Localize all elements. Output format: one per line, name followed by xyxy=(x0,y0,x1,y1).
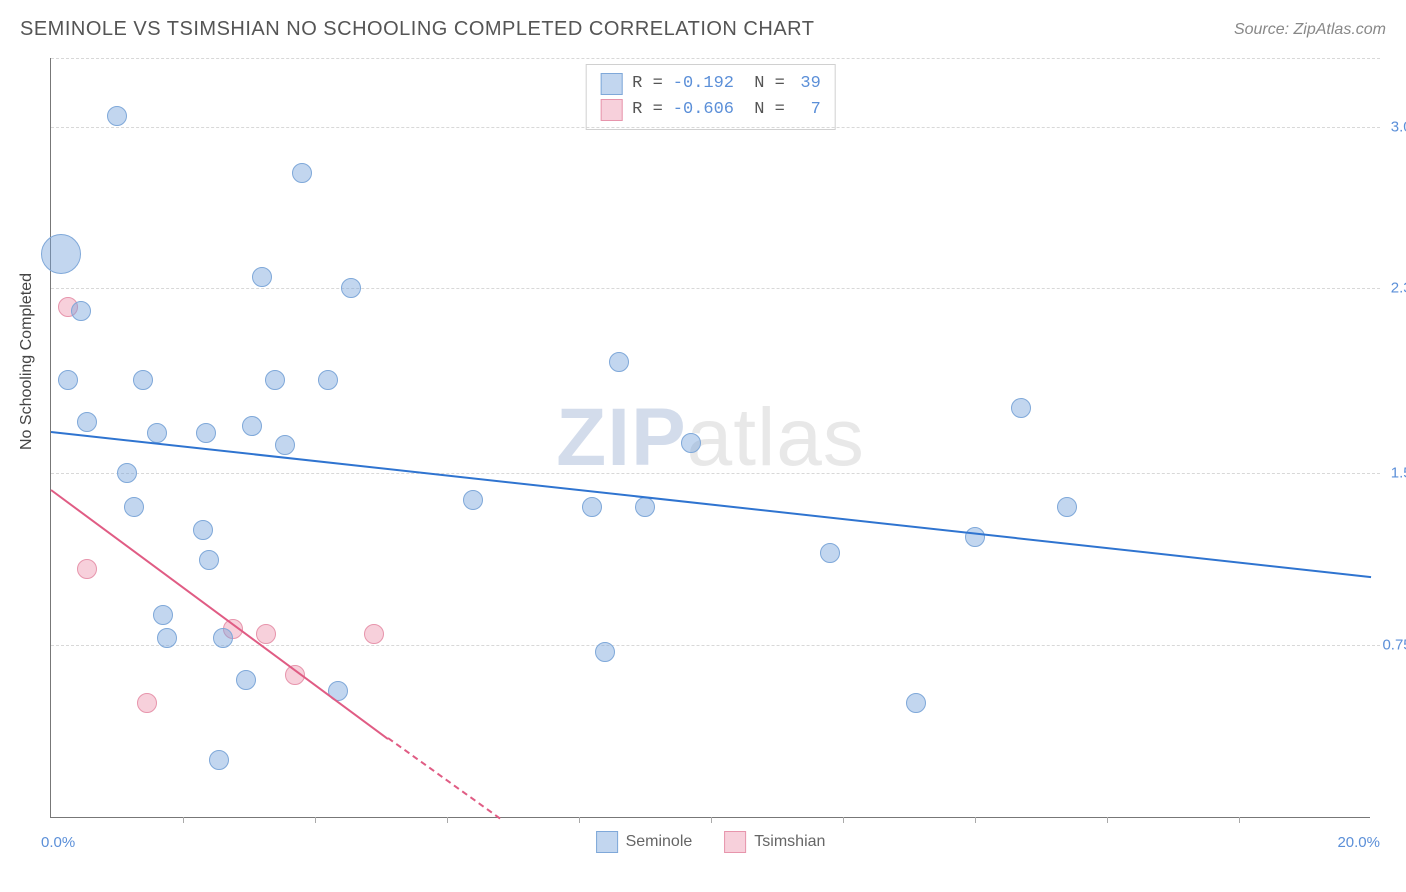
stats-r-label: R = xyxy=(632,71,663,97)
stats-box: R = -0.192 N = 39 R = -0.606 N = 7 xyxy=(585,64,836,130)
swatch-seminole xyxy=(596,831,618,853)
data-point-seminole xyxy=(133,370,153,390)
data-point-seminole xyxy=(1011,398,1031,418)
watermark-rest: atlas xyxy=(687,392,865,483)
data-point-seminole xyxy=(820,543,840,563)
data-point-seminole xyxy=(275,435,295,455)
x-tick-mark xyxy=(975,817,976,823)
gridline xyxy=(51,288,1380,289)
stats-row-seminole: R = -0.192 N = 39 xyxy=(600,71,821,97)
x-tick-mark xyxy=(1239,817,1240,823)
data-point-seminole xyxy=(252,267,272,287)
data-point-seminole xyxy=(681,433,701,453)
data-point-seminole xyxy=(58,370,78,390)
data-point-seminole xyxy=(906,693,926,713)
gridline xyxy=(51,127,1380,128)
stats-n-value: 7 xyxy=(795,97,821,123)
data-point-tsimshian xyxy=(137,693,157,713)
data-point-seminole xyxy=(196,423,216,443)
legend-item-seminole: Seminole xyxy=(596,831,693,853)
y-tick-label: 3.0% xyxy=(1377,119,1406,136)
x-tick-mark xyxy=(447,817,448,823)
x-tick-mark xyxy=(183,817,184,823)
data-point-seminole xyxy=(341,278,361,298)
trend-line xyxy=(387,738,500,820)
chart-title: SEMINOLE VS TSIMSHIAN NO SCHOOLING COMPL… xyxy=(20,18,814,41)
data-point-seminole xyxy=(236,670,256,690)
data-point-seminole xyxy=(157,628,177,648)
stats-n-label: N = xyxy=(744,71,785,97)
watermark-bold: ZIP xyxy=(556,392,687,483)
data-point-seminole xyxy=(595,642,615,662)
data-point-seminole xyxy=(213,628,233,648)
stats-r-value: -0.192 xyxy=(673,71,734,97)
data-point-seminole xyxy=(153,605,173,625)
y-tick-label: 0.75% xyxy=(1377,637,1406,654)
data-point-seminole xyxy=(635,497,655,517)
data-point-seminole xyxy=(965,527,985,547)
data-point-seminole xyxy=(1057,497,1077,517)
legend-label: Tsimshian xyxy=(754,833,825,851)
stats-n-label: N = xyxy=(744,97,785,123)
data-point-seminole xyxy=(242,416,262,436)
y-tick-label: 1.5% xyxy=(1377,464,1406,481)
data-point-tsimshian xyxy=(77,559,97,579)
data-point-seminole xyxy=(582,497,602,517)
data-point-seminole xyxy=(77,412,97,432)
data-point-seminole xyxy=(124,497,144,517)
y-tick-label: 2.3% xyxy=(1377,280,1406,297)
x-axis-min-label: 0.0% xyxy=(41,834,75,851)
trend-line xyxy=(50,489,388,739)
x-tick-mark xyxy=(1107,817,1108,823)
x-tick-mark xyxy=(315,817,316,823)
x-tick-mark xyxy=(579,817,580,823)
gridline xyxy=(51,58,1380,59)
stats-r-label: R = xyxy=(632,97,663,123)
data-point-tsimshian xyxy=(256,624,276,644)
stats-row-tsimshian: R = -0.606 N = 7 xyxy=(600,97,821,123)
data-point-seminole xyxy=(41,234,81,274)
swatch-tsimshian xyxy=(724,831,746,853)
swatch-seminole xyxy=(600,73,622,95)
legend: Seminole Tsimshian xyxy=(596,831,826,853)
data-point-seminole xyxy=(193,520,213,540)
stats-r-value: -0.606 xyxy=(673,97,734,123)
data-point-seminole xyxy=(318,370,338,390)
stats-n-value: 39 xyxy=(795,71,821,97)
legend-label: Seminole xyxy=(626,833,693,851)
x-tick-mark xyxy=(711,817,712,823)
x-axis-max-label: 20.0% xyxy=(1337,834,1380,851)
data-point-seminole xyxy=(199,550,219,570)
swatch-tsimshian xyxy=(600,99,622,121)
x-tick-mark xyxy=(843,817,844,823)
y-axis-title: No Schooling Completed xyxy=(18,273,36,450)
trend-line xyxy=(51,431,1371,578)
legend-item-tsimshian: Tsimshian xyxy=(724,831,825,853)
data-point-seminole xyxy=(265,370,285,390)
scatter-chart: ZIPatlas R = -0.192 N = 39 R = -0.606 N … xyxy=(50,58,1370,818)
data-point-seminole xyxy=(117,463,137,483)
data-point-seminole xyxy=(147,423,167,443)
gridline xyxy=(51,473,1380,474)
gridline xyxy=(51,645,1380,646)
data-point-seminole xyxy=(71,301,91,321)
data-point-seminole xyxy=(107,106,127,126)
source-attribution: Source: ZipAtlas.com xyxy=(1234,21,1386,39)
watermark: ZIPatlas xyxy=(556,391,865,485)
data-point-tsimshian xyxy=(364,624,384,644)
data-point-seminole xyxy=(609,352,629,372)
data-point-seminole xyxy=(463,490,483,510)
data-point-seminole xyxy=(209,750,229,770)
data-point-seminole xyxy=(292,163,312,183)
